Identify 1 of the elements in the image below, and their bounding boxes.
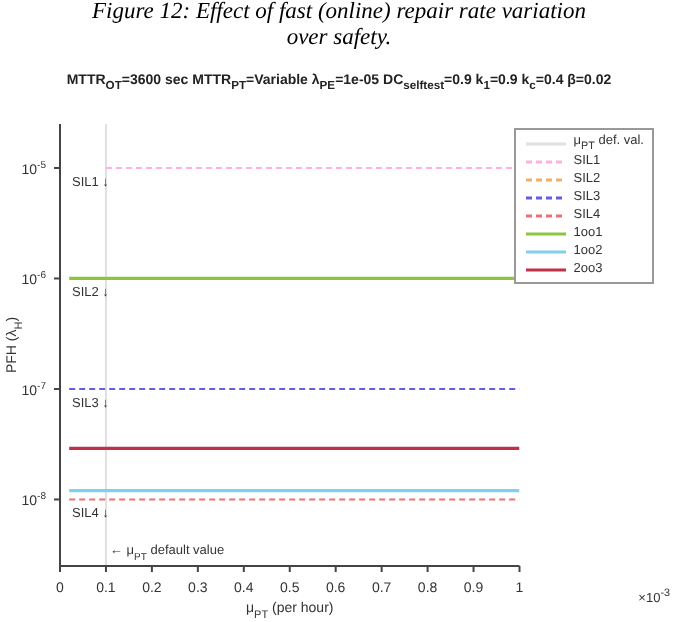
caption: Figure 12: Effect of fast (online) repair rate variation over safety.: [92, 0, 586, 50]
